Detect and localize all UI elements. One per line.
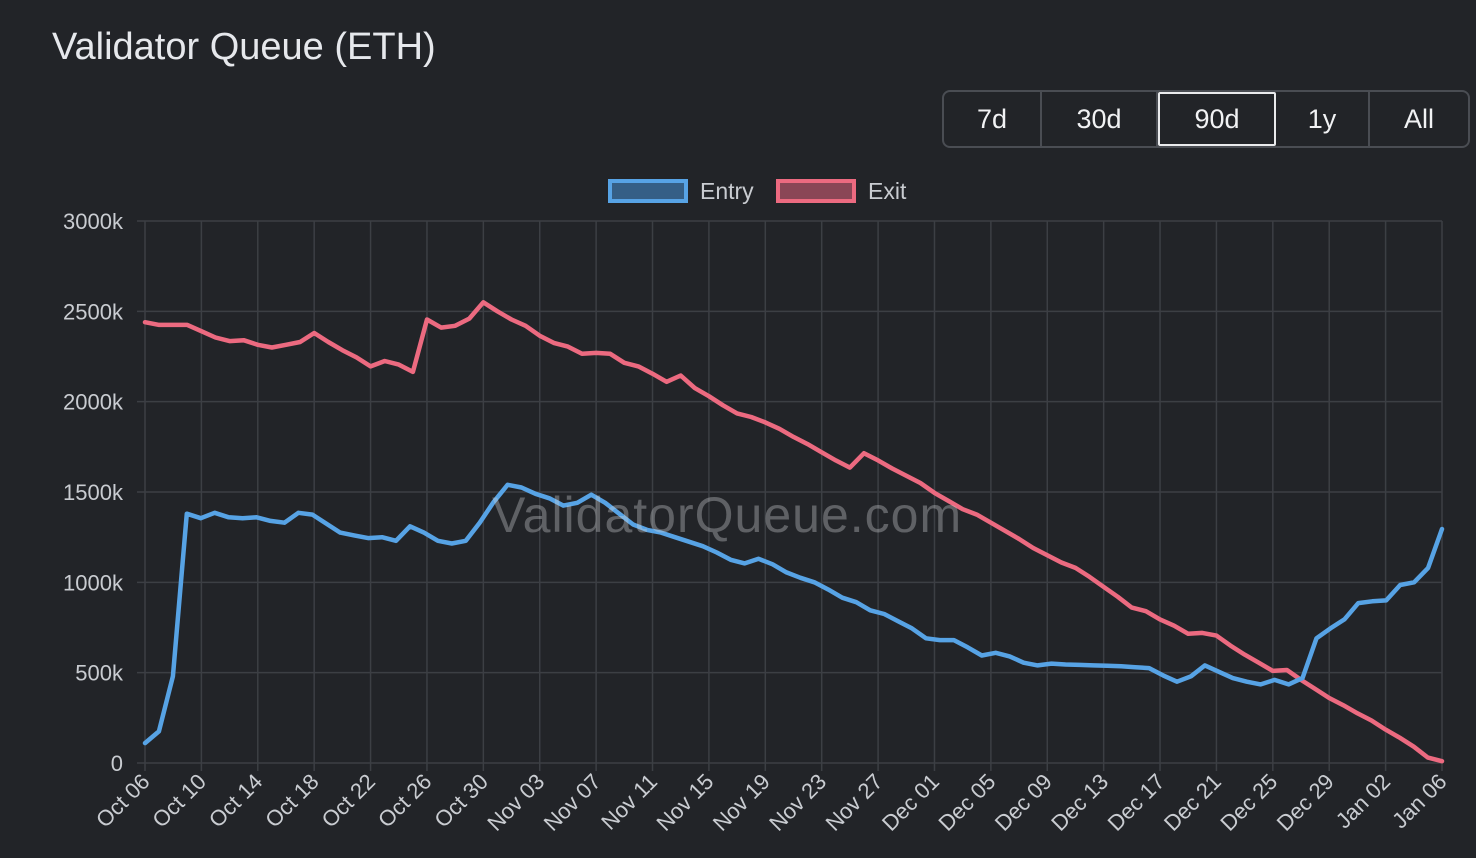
range-button-all[interactable]: All: [1403, 103, 1434, 134]
legend-label-exit: Exit: [868, 177, 907, 204]
y-tick-label: 2500k: [63, 299, 124, 324]
x-tick-label: Nov 03: [482, 769, 549, 836]
range-button-30d[interactable]: 30d: [1042, 92, 1158, 146]
x-tick-label: Nov 23: [764, 769, 831, 836]
x-tick-label: Oct 18: [260, 769, 324, 833]
x-tick-label: Nov 07: [539, 769, 606, 836]
y-tick-label: 1500k: [63, 480, 124, 505]
x-tick-label: Oct 06: [91, 769, 155, 833]
legend-swatch-entry: [608, 179, 688, 203]
x-tick-label: Oct 30: [429, 769, 493, 833]
x-tick-label: Nov 27: [821, 769, 888, 836]
x-tick-label: Dec 05: [933, 769, 1000, 836]
range-button-7d[interactable]: 7d: [944, 92, 1042, 146]
x-tick-label: Dec 21: [1159, 769, 1226, 836]
x-tick-label: Dec 25: [1215, 769, 1282, 836]
series-line-exit: [142, 300, 1445, 764]
x-tick-label: Nov 11: [596, 769, 662, 835]
chart-title: Validator Queue (ETH): [52, 26, 436, 68]
x-tick-label: Dec 01: [877, 769, 944, 836]
y-tick-label: 2000k: [63, 390, 124, 415]
y-tick-label: 0: [111, 751, 123, 776]
x-tick-label: Oct 14: [204, 769, 268, 833]
x-tick-label: Nov 19: [708, 769, 775, 836]
x-tick-label: Dec 09: [990, 769, 1057, 836]
legend-item-entry[interactable]: Entry: [608, 172, 754, 210]
range-button-90d[interactable]: 90d: [1158, 92, 1276, 146]
series-line-entry: [142, 482, 1445, 746]
legend-item-exit[interactable]: Exit: [776, 172, 906, 210]
x-tick-label: Nov 15: [651, 769, 718, 836]
time-range-selector: 7d 30d 90d 1y All: [942, 90, 1470, 148]
x-tick-label: Jan 02: [1331, 769, 1395, 833]
x-tick-label: Jan 06: [1387, 769, 1451, 833]
range-button-1y[interactable]: 1y: [1276, 92, 1370, 146]
y-tick-label: 1000k: [63, 570, 124, 595]
x-tick-label: Oct 22: [317, 769, 381, 833]
x-tick-label: Dec 29: [1272, 769, 1339, 836]
x-tick-label: Oct 26: [373, 769, 437, 833]
chart-legend: Entry Exit: [0, 172, 1476, 210]
legend-label-entry: Entry: [700, 177, 754, 204]
x-tick-label: Dec 13: [1046, 769, 1113, 836]
y-tick-label: 500k: [75, 661, 124, 686]
y-tick-label: 3000k: [63, 209, 124, 234]
x-tick-label: Dec 17: [1103, 769, 1170, 836]
x-tick-label: Oct 10: [147, 769, 211, 833]
legend-swatch-exit: [776, 179, 856, 203]
